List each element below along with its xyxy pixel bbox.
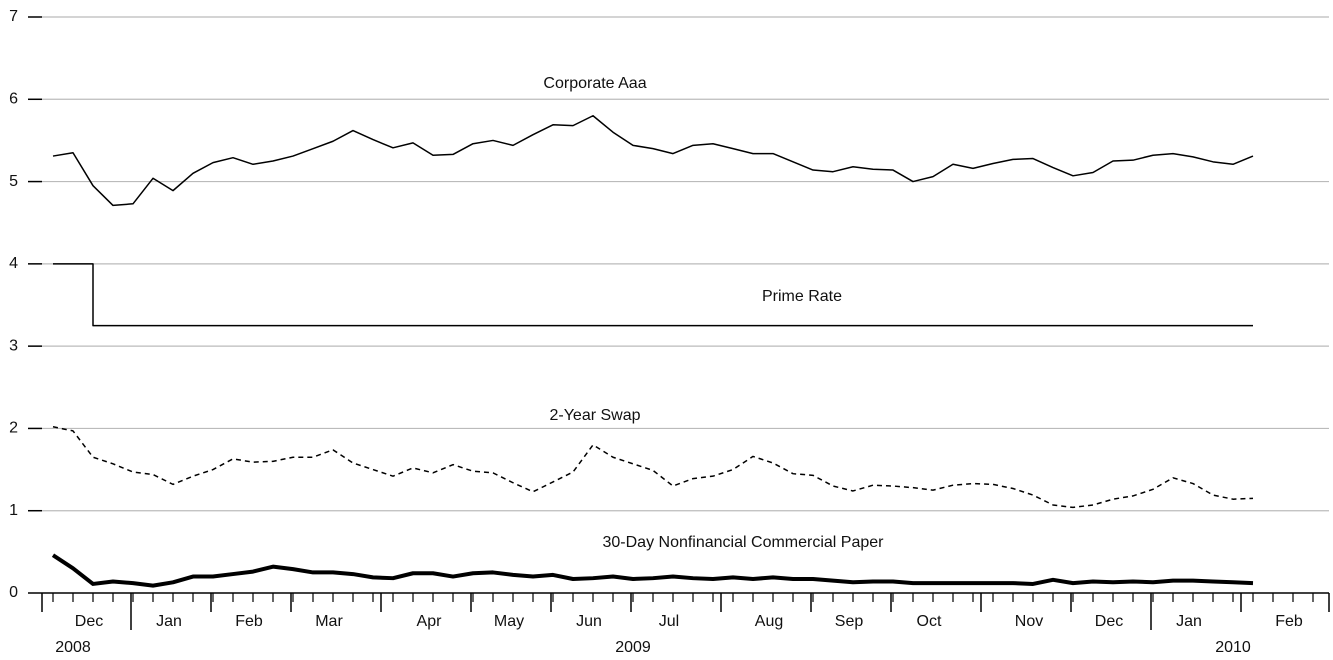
x-tick-label: Feb [235, 613, 263, 630]
y-tick-label: 7 [9, 8, 18, 25]
y-tick-label: 2 [9, 420, 18, 437]
series-line [51, 553, 1254, 588]
x-tick-label: Apr [417, 613, 443, 630]
x-tick-label: Dec [1095, 613, 1123, 630]
series-label: 2-Year Swap [549, 407, 640, 424]
year-label: 2010 [1215, 639, 1251, 656]
x-tick-label: Oct [917, 613, 942, 630]
year-label: 2009 [615, 639, 651, 656]
x-tick-label: Nov [1015, 613, 1043, 630]
x-tick-label: May [494, 613, 524, 630]
series-line [52, 114, 1254, 207]
series-label: 30-Day Nonfinancial Commercial Paper [602, 534, 884, 551]
x-tick-label: Mar [315, 613, 343, 630]
x-tick-label: Dec [75, 613, 103, 630]
x-tick-label: Jan [156, 613, 182, 630]
series-line [53, 263, 1253, 327]
y-tick-label: 1 [9, 502, 18, 519]
year-label: 2008 [55, 639, 91, 656]
series-label: Prime Rate [762, 288, 842, 305]
y-tick-label: 3 [9, 337, 18, 354]
series-label: Corporate Aaa [543, 75, 646, 92]
series-line [52, 426, 1254, 509]
y-tick-label: 0 [9, 584, 18, 601]
y-tick-label: 4 [9, 255, 18, 272]
x-tick-label: Jul [659, 613, 679, 630]
y-tick-label: 5 [9, 173, 18, 190]
x-tick-label: Jun [576, 613, 602, 630]
y-tick-label: 6 [9, 91, 18, 108]
x-tick-label: Jan [1176, 613, 1202, 630]
x-tick-label: Aug [755, 613, 783, 630]
x-tick-label: Feb [1275, 613, 1303, 630]
x-tick-label: Sep [835, 613, 864, 630]
